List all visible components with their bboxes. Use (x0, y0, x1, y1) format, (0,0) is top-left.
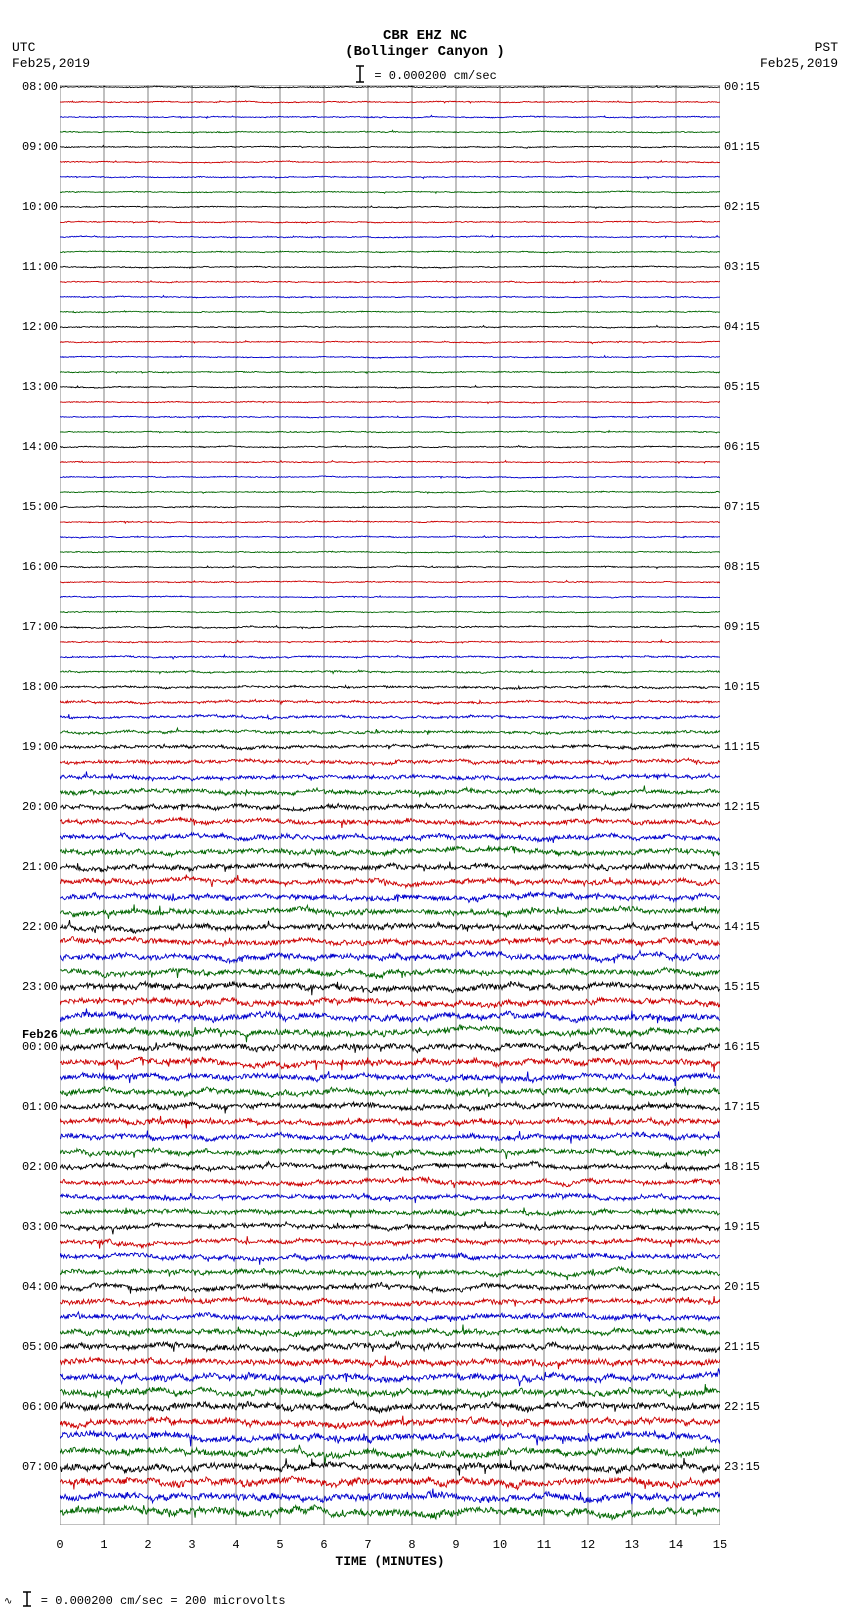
pst-hour-label: 17:15 (724, 1101, 784, 1113)
utc-hour-label: 21:00 (0, 861, 58, 873)
pst-hour-label: 10:15 (724, 681, 784, 693)
footer-scale-text: = 0.000200 cm/sec = 200 microvolts (41, 1594, 286, 1608)
pst-hour-label: 05:15 (724, 381, 784, 393)
pst-hour-label: 21:15 (724, 1341, 784, 1353)
x-tick-label: 2 (144, 1538, 151, 1552)
utc-hour-label: 05:00 (0, 1341, 58, 1353)
utc-hour-label: 19:00 (0, 741, 58, 753)
utc-hour-labels: 08:0009:0010:0011:0012:0013:0014:0015:00… (0, 85, 58, 1525)
pst-hour-label: 09:15 (724, 621, 784, 633)
tz-right-date: Feb25,2019 (760, 56, 838, 72)
pst-hour-label: 16:15 (724, 1041, 784, 1053)
scale-center-text: = 0.000200 cm/sec (374, 69, 496, 83)
x-tick-label: 7 (364, 1538, 371, 1552)
x-tick-label: 15 (713, 1538, 727, 1552)
utc-hour-label: 14:00 (0, 441, 58, 453)
seismogram-plot (60, 85, 720, 1525)
x-tick-label: 10 (493, 1538, 507, 1552)
seismogram-svg (60, 85, 720, 1525)
pst-hour-label: 18:15 (724, 1161, 784, 1173)
utc-hour-label: 23:00 (0, 981, 58, 993)
x-tick-label: 11 (537, 1538, 551, 1552)
utc-hour-label: 20:00 (0, 801, 58, 813)
station-location: (Bollinger Canyon ) (0, 44, 850, 60)
pst-hour-labels: 00:1501:1502:1503:1504:1505:1506:1507:15… (724, 85, 784, 1525)
utc-hour-label: 13:00 (0, 381, 58, 393)
pst-hour-label: 07:15 (724, 501, 784, 513)
utc-hour-label: 12:00 (0, 321, 58, 333)
station-code: CBR EHZ NC (0, 28, 850, 44)
pst-hour-label: 00:15 (724, 81, 784, 93)
utc-hour-label: 22:00 (0, 921, 58, 933)
pst-hour-label: 06:15 (724, 441, 784, 453)
utc-hour-label: 17:00 (0, 621, 58, 633)
tz-left-label: UTC (12, 40, 90, 56)
x-tick-label: 0 (56, 1538, 63, 1552)
pst-hour-label: 08:15 (724, 561, 784, 573)
x-tick-label: 14 (669, 1538, 683, 1552)
utc-hour-label: 02:00 (0, 1161, 58, 1173)
pst-hour-label: 11:15 (724, 741, 784, 753)
pst-hour-label: 12:15 (724, 801, 784, 813)
header: CBR EHZ NC (Bollinger Canyon ) = 0.00020… (0, 0, 850, 80)
utc-hour-label: 00:00 (0, 1041, 58, 1053)
pst-hour-label: 02:15 (724, 201, 784, 213)
pst-hour-label: 22:15 (724, 1401, 784, 1413)
pst-hour-label: 14:15 (724, 921, 784, 933)
pst-hour-label: 19:15 (724, 1221, 784, 1233)
tz-left: UTC Feb25,2019 (12, 40, 90, 72)
utc-hour-label: 06:00 (0, 1401, 58, 1413)
x-tick-label: 12 (581, 1538, 595, 1552)
pst-hour-label: 23:15 (724, 1461, 784, 1473)
utc-hour-label: 11:00 (0, 261, 58, 273)
x-tick-label: 9 (452, 1538, 459, 1552)
x-tick-label: 4 (232, 1538, 239, 1552)
x-tick-label: 5 (276, 1538, 283, 1552)
tz-right-label: PST (760, 40, 838, 56)
footer-tilde: ∿ (4, 1597, 12, 1608)
utc-hour-label: 15:00 (0, 501, 58, 513)
x-tick-label: 8 (408, 1538, 415, 1552)
x-tick-label: 1 (100, 1538, 107, 1552)
utc-hour-label: 18:00 (0, 681, 58, 693)
utc-hour-label: 01:00 (0, 1101, 58, 1113)
footer-scale-bar-icon (20, 1590, 34, 1612)
footer-scale: ∿ = 0.000200 cm/sec = 200 microvolts (4, 1590, 286, 1612)
x-tick-label: 6 (320, 1538, 327, 1552)
pst-hour-label: 04:15 (724, 321, 784, 333)
pst-hour-label: 20:15 (724, 1281, 784, 1293)
utc-hour-label: 10:00 (0, 201, 58, 213)
utc-hour-label: 03:00 (0, 1221, 58, 1233)
x-tick-label: 3 (188, 1538, 195, 1552)
utc-hour-label: 09:00 (0, 141, 58, 153)
utc-hour-label: 16:00 (0, 561, 58, 573)
pst-hour-label: 01:15 (724, 141, 784, 153)
tz-right: PST Feb25,2019 (760, 40, 838, 72)
pst-hour-label: 03:15 (724, 261, 784, 273)
pst-hour-label: 13:15 (724, 861, 784, 873)
x-axis-title: TIME (MINUTES) (60, 1554, 720, 1569)
x-axis: TIME (MINUTES) 0123456789101112131415 (60, 1530, 720, 1570)
pst-hour-label: 15:15 (724, 981, 784, 993)
seismogram-page: CBR EHZ NC (Bollinger Canyon ) = 0.00020… (0, 0, 850, 1613)
utc-hour-label: 07:00 (0, 1461, 58, 1473)
utc-hour-label: 04:00 (0, 1281, 58, 1293)
utc-hour-label: 08:00 (0, 81, 58, 93)
x-tick-label: 13 (625, 1538, 639, 1552)
tz-left-date: Feb25,2019 (12, 56, 90, 72)
